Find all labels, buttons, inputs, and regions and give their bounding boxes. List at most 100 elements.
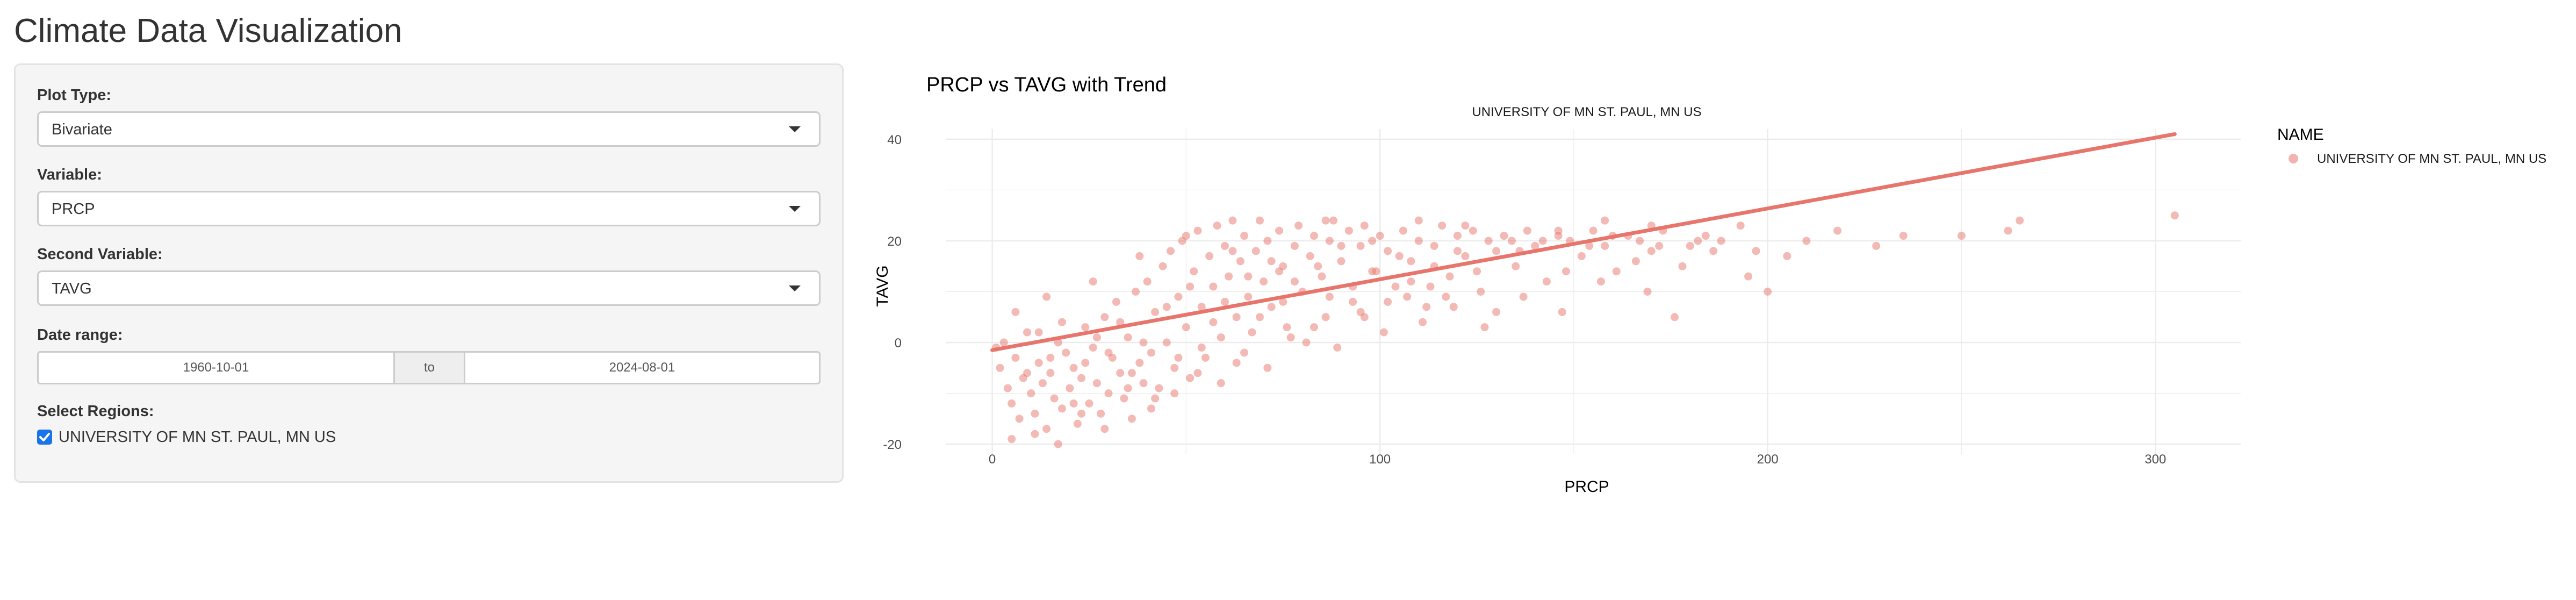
data-point bbox=[1395, 252, 1404, 260]
start-date-input[interactable]: 1960-10-01 bbox=[183, 360, 249, 375]
data-point bbox=[1562, 267, 1570, 276]
date-range-separator: to bbox=[393, 353, 465, 383]
data-point bbox=[1057, 404, 1066, 413]
variable-select[interactable]: PRCP bbox=[37, 191, 821, 226]
data-point bbox=[1744, 272, 1753, 281]
legend: NAME UNIVERSITY OF MN ST. PAUL, MN US bbox=[2277, 126, 2546, 166]
data-point bbox=[1321, 313, 1330, 322]
chevron-down-icon bbox=[789, 206, 801, 212]
end-date-input[interactable]: 2024-08-01 bbox=[609, 360, 675, 375]
legend-title: NAME bbox=[2277, 126, 2324, 144]
data-point bbox=[999, 338, 1008, 347]
data-point bbox=[1205, 252, 1214, 260]
data-point bbox=[1023, 369, 1032, 377]
data-point bbox=[1469, 226, 1477, 235]
y-axis-ticks: -20 0 20 40 bbox=[883, 133, 902, 452]
data-point bbox=[1531, 241, 1539, 250]
data-point bbox=[1360, 222, 1369, 230]
data-point bbox=[1143, 277, 1152, 286]
data-point bbox=[1170, 363, 1179, 372]
plot-type-label: Plot Type: bbox=[37, 87, 112, 104]
data-point bbox=[1097, 409, 1105, 418]
data-point bbox=[1709, 247, 1718, 255]
data-point bbox=[1127, 415, 1136, 423]
data-point bbox=[1286, 333, 1295, 342]
data-point bbox=[1120, 394, 1128, 403]
data-point bbox=[1318, 272, 1326, 281]
data-point bbox=[1577, 252, 1586, 260]
data-point bbox=[1228, 216, 1237, 225]
data-point bbox=[1290, 241, 1299, 250]
data-point bbox=[1089, 343, 1097, 352]
data-point bbox=[1162, 338, 1171, 347]
data-point bbox=[1260, 277, 1268, 286]
data-point bbox=[1190, 267, 1198, 276]
data-point bbox=[1601, 241, 1609, 250]
data-point bbox=[1182, 323, 1190, 332]
plot-grid bbox=[946, 129, 2241, 454]
data-point bbox=[1445, 272, 1454, 281]
data-point bbox=[1275, 226, 1284, 235]
data-point bbox=[1643, 288, 1652, 296]
data-point bbox=[1193, 226, 1202, 235]
data-point bbox=[1306, 252, 1314, 260]
data-point bbox=[1225, 272, 1233, 281]
data-point bbox=[1329, 216, 1338, 225]
data-point bbox=[1899, 232, 1908, 240]
data-point bbox=[1802, 237, 1811, 245]
data-point bbox=[1333, 343, 1342, 352]
data-point bbox=[1422, 303, 1431, 311]
data-point bbox=[1201, 353, 1210, 362]
data-point bbox=[1240, 232, 1249, 240]
data-point bbox=[1596, 277, 1605, 286]
data-point bbox=[1512, 262, 1520, 270]
data-point bbox=[1500, 232, 1508, 240]
data-point bbox=[1507, 237, 1516, 245]
data-point bbox=[1217, 379, 1225, 388]
page-title: Climate Data Visualization bbox=[14, 12, 402, 49]
data-point bbox=[1197, 303, 1206, 311]
legend-entry: UNIVERSITY OF MN ST. PAUL, MN US bbox=[2317, 152, 2546, 166]
data-point bbox=[1135, 359, 1144, 367]
data-point bbox=[1042, 292, 1051, 301]
data-point bbox=[1379, 328, 1388, 337]
data-point bbox=[1104, 389, 1113, 398]
x-tick-label: 200 bbox=[1757, 452, 1779, 467]
y-axis-label: TAVG bbox=[874, 265, 891, 306]
data-point bbox=[1151, 394, 1160, 403]
date-range-input: 1960-10-01 to 2024-08-01 bbox=[37, 351, 821, 384]
data-point bbox=[1228, 247, 1237, 255]
data-point bbox=[1221, 241, 1229, 250]
data-point bbox=[1112, 297, 1120, 306]
data-point bbox=[1011, 353, 1020, 362]
data-point bbox=[1193, 369, 1202, 377]
data-point bbox=[1414, 216, 1423, 225]
chevron-down-icon bbox=[789, 126, 801, 132]
data-point bbox=[1309, 232, 1318, 240]
data-point bbox=[1833, 226, 1842, 235]
data-point bbox=[1209, 318, 1218, 326]
data-point bbox=[1011, 308, 1020, 316]
data-point bbox=[1132, 288, 1140, 296]
data-point bbox=[1492, 247, 1501, 255]
data-point bbox=[1023, 328, 1032, 337]
data-point bbox=[1442, 292, 1450, 301]
data-point bbox=[1116, 318, 1125, 326]
data-point bbox=[1376, 232, 1384, 240]
x-axis-ticks: 0 100 200 300 bbox=[989, 452, 2166, 467]
data-point bbox=[1240, 348, 1249, 357]
data-point bbox=[1484, 237, 1493, 245]
data-point bbox=[1167, 247, 1175, 255]
data-point bbox=[1073, 419, 1082, 428]
trend-line bbox=[990, 132, 2177, 352]
plot-type-select[interactable]: Bivariate bbox=[37, 111, 821, 147]
data-point bbox=[1139, 379, 1148, 388]
data-point bbox=[1031, 430, 1039, 438]
x-tick-label: 0 bbox=[989, 452, 996, 467]
region-checkbox[interactable] bbox=[37, 430, 52, 445]
data-point bbox=[1717, 237, 1725, 245]
second-variable-select[interactable]: TAVG bbox=[37, 270, 821, 306]
data-points bbox=[992, 211, 2179, 448]
data-point bbox=[1519, 292, 1528, 301]
data-point bbox=[1050, 394, 1059, 403]
